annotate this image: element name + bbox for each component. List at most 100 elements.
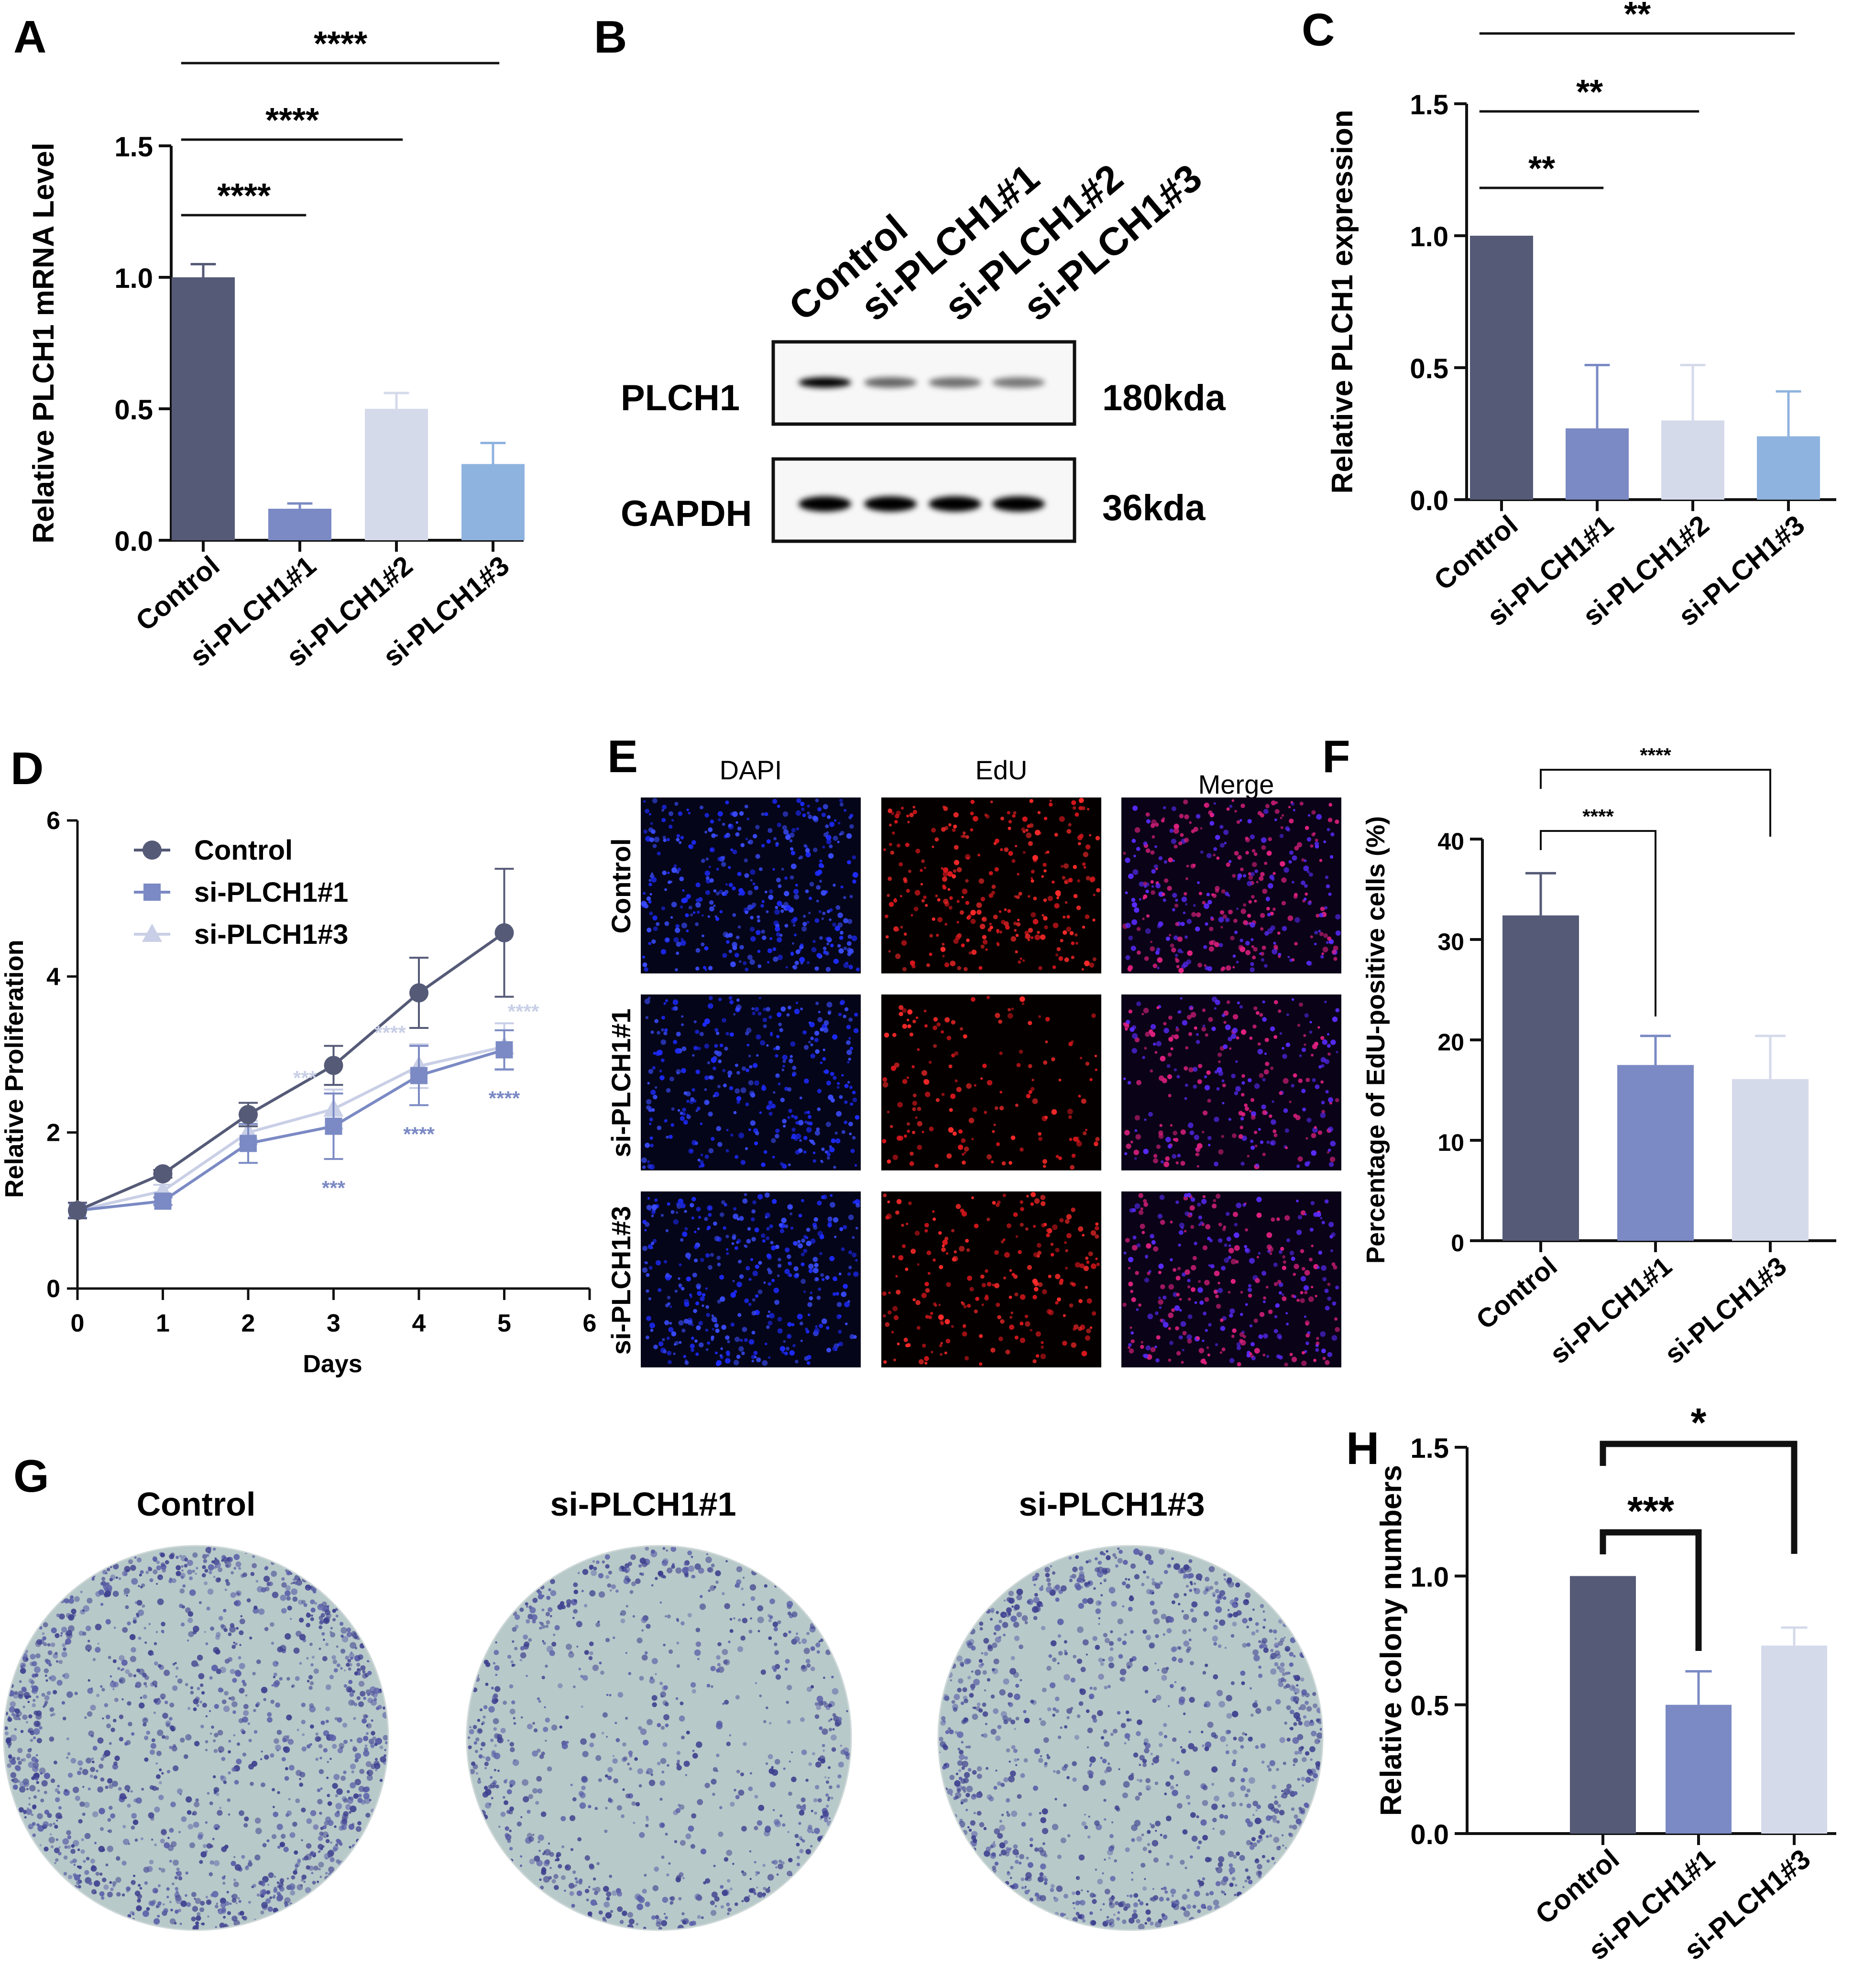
cell-nucleus — [1249, 1110, 1252, 1113]
cell-nucleus — [1264, 1038, 1269, 1042]
cell-nucleus — [1206, 1346, 1209, 1349]
cell-nucleus — [987, 1154, 992, 1160]
cell-nucleus — [1324, 1289, 1329, 1293]
cell-nucleus — [1311, 1133, 1316, 1138]
colony — [620, 1565, 625, 1570]
cell-nucleus — [1192, 863, 1196, 867]
series-line — [77, 931, 505, 1212]
cell-nucleus — [1155, 868, 1158, 870]
bar — [461, 464, 525, 540]
cell-nucleus — [691, 1336, 694, 1340]
cell-nucleus — [779, 1346, 786, 1352]
colony — [204, 1581, 208, 1585]
cell-nucleus — [1165, 936, 1170, 941]
cell-nucleus — [1140, 1341, 1143, 1344]
colony — [328, 1856, 330, 1858]
cell-nucleus — [1327, 828, 1330, 831]
cell-nucleus — [659, 1075, 665, 1081]
colony — [130, 1656, 136, 1662]
cell-nucleus — [1222, 1102, 1225, 1104]
cell-nucleus — [1327, 1052, 1331, 1056]
cell-nucleus — [736, 1281, 742, 1288]
cell-nucleus — [1187, 1278, 1191, 1282]
colony — [164, 1670, 170, 1676]
colony — [330, 1841, 332, 1844]
colony — [243, 1823, 248, 1828]
cell-nucleus — [646, 1289, 649, 1293]
cell-nucleus — [812, 1151, 816, 1154]
colony — [41, 1780, 48, 1787]
cell-nucleus — [1262, 1300, 1266, 1303]
cell-nucleus — [1158, 1271, 1162, 1274]
cell-nucleus — [814, 918, 820, 923]
cell-nucleus — [805, 852, 811, 858]
colony — [205, 1740, 208, 1744]
cell-nucleus — [799, 1139, 802, 1142]
colony — [330, 1632, 336, 1638]
cell-nucleus — [1262, 1354, 1266, 1356]
cell-nucleus — [791, 1127, 796, 1132]
colony — [308, 1675, 313, 1680]
cell-nucleus — [1265, 1061, 1270, 1066]
cell-nucleus — [669, 1305, 672, 1308]
cell-nucleus — [994, 1250, 999, 1255]
cell-nucleus — [764, 812, 768, 816]
bar — [1470, 236, 1533, 500]
cell-nucleus — [766, 1044, 769, 1047]
cell-nucleus — [1156, 1144, 1161, 1149]
cell-nucleus — [732, 1279, 735, 1282]
colony — [130, 1790, 133, 1793]
cell-nucleus — [772, 1156, 775, 1159]
cell-nucleus — [939, 1344, 943, 1347]
cell-nucleus — [778, 1022, 782, 1027]
cell-nucleus — [1031, 879, 1034, 883]
cell-nucleus — [763, 1281, 766, 1284]
cell-nucleus — [1335, 930, 1341, 936]
colony — [532, 1597, 538, 1603]
colony — [93, 1775, 98, 1780]
colony — [293, 1647, 300, 1654]
cell-nucleus — [940, 1353, 943, 1356]
cell-nucleus — [992, 1201, 996, 1205]
cell-nucleus — [1191, 1265, 1196, 1271]
cell-nucleus — [1020, 1294, 1026, 1300]
colony — [129, 1634, 136, 1640]
cell-nucleus — [1130, 1289, 1134, 1293]
colony — [711, 1891, 718, 1898]
cell-nucleus — [909, 812, 914, 818]
cell-nucleus — [676, 1203, 682, 1209]
colony — [19, 1786, 26, 1793]
cell-nucleus — [1270, 911, 1274, 916]
cell-nucleus — [1322, 1356, 1326, 1360]
cell-nucleus — [806, 1127, 812, 1133]
colony — [598, 1573, 604, 1579]
cell-nucleus — [1189, 1130, 1195, 1136]
cell-nucleus — [1167, 1074, 1173, 1080]
colony — [202, 1565, 206, 1569]
cell-nucleus — [898, 1255, 904, 1261]
cell-nucleus — [1172, 893, 1177, 898]
colony — [158, 1794, 164, 1801]
cell-nucleus — [907, 1024, 911, 1028]
colony — [230, 1669, 235, 1674]
colony — [99, 1827, 104, 1831]
cell-nucleus — [1078, 842, 1081, 845]
y-tick-label: 2 — [46, 1119, 60, 1147]
cell-nucleus — [1245, 940, 1250, 946]
cell-nucleus — [892, 1154, 899, 1160]
colony — [210, 1845, 214, 1848]
colony — [258, 1608, 265, 1615]
cell-nucleus — [1025, 1321, 1031, 1327]
cell-nucleus — [882, 1077, 888, 1082]
cell-nucleus — [767, 961, 770, 964]
colony — [165, 1723, 170, 1727]
colony — [76, 1880, 81, 1885]
cell-nucleus — [843, 1284, 848, 1289]
cell-nucleus — [645, 1335, 649, 1340]
cell-nucleus — [993, 1124, 996, 1126]
cell-nucleus — [1191, 1287, 1195, 1292]
cell-nucleus — [650, 1090, 656, 1095]
cell-nucleus — [1175, 953, 1178, 957]
colony — [137, 1609, 144, 1616]
cell-nucleus — [970, 799, 975, 804]
